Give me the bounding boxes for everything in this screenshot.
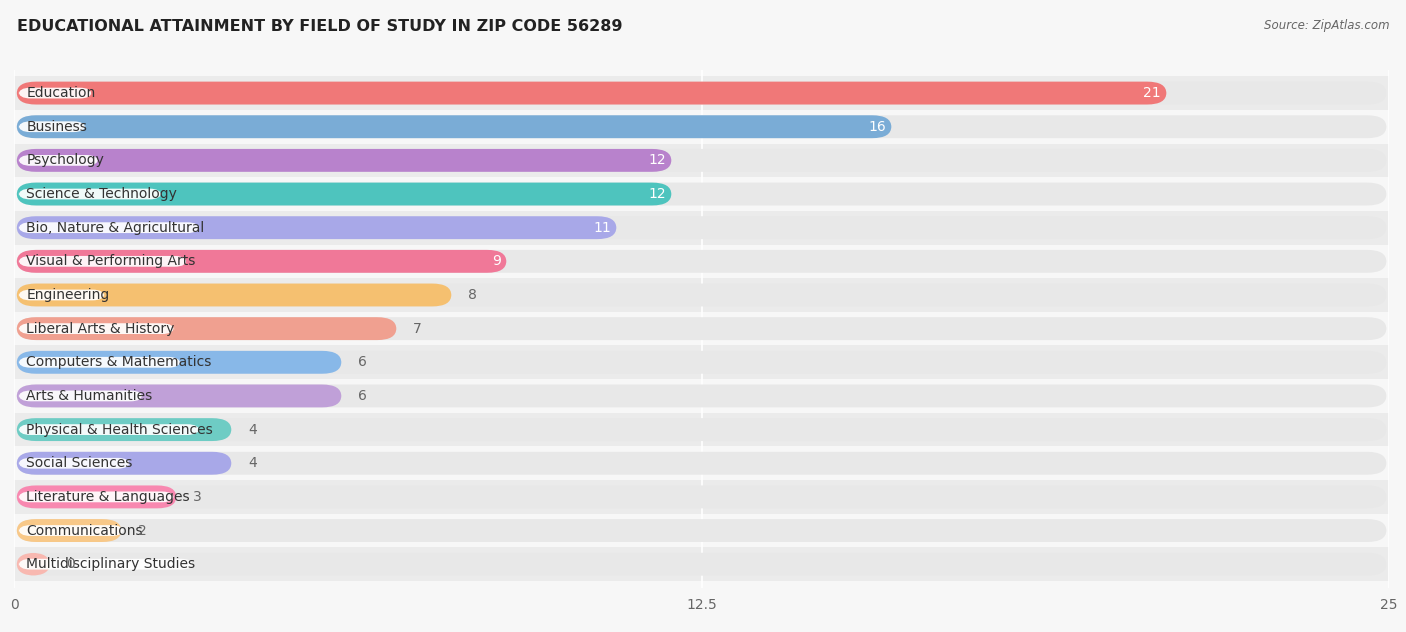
FancyBboxPatch shape [18, 289, 104, 300]
FancyBboxPatch shape [18, 391, 142, 401]
FancyBboxPatch shape [17, 183, 1386, 205]
Bar [14, 143, 1389, 177]
FancyBboxPatch shape [17, 149, 1386, 172]
FancyBboxPatch shape [18, 424, 200, 435]
Text: Arts & Humanities: Arts & Humanities [27, 389, 152, 403]
FancyBboxPatch shape [18, 492, 174, 502]
FancyBboxPatch shape [17, 216, 616, 239]
FancyBboxPatch shape [18, 155, 98, 166]
FancyBboxPatch shape [18, 458, 129, 469]
FancyBboxPatch shape [18, 357, 180, 368]
Text: 21: 21 [1143, 86, 1161, 100]
FancyBboxPatch shape [17, 250, 506, 273]
Bar [14, 76, 1389, 110]
FancyBboxPatch shape [17, 82, 1167, 104]
FancyBboxPatch shape [18, 256, 187, 267]
FancyBboxPatch shape [17, 519, 121, 542]
FancyBboxPatch shape [17, 250, 1386, 273]
FancyBboxPatch shape [17, 216, 1386, 239]
Bar [14, 379, 1389, 413]
FancyBboxPatch shape [17, 82, 1386, 104]
FancyBboxPatch shape [18, 121, 86, 132]
Bar [14, 547, 1389, 581]
Text: 7: 7 [413, 322, 422, 336]
FancyBboxPatch shape [17, 115, 891, 138]
FancyBboxPatch shape [17, 452, 232, 475]
Text: 2: 2 [138, 523, 146, 538]
Text: Communications: Communications [27, 523, 143, 538]
Text: 9: 9 [492, 254, 501, 269]
FancyBboxPatch shape [17, 485, 1386, 508]
FancyBboxPatch shape [17, 418, 232, 441]
FancyBboxPatch shape [18, 222, 200, 233]
Text: Multidisciplinary Studies: Multidisciplinary Studies [27, 557, 195, 571]
Text: Social Sciences: Social Sciences [27, 456, 132, 470]
FancyBboxPatch shape [17, 317, 396, 340]
Text: Bio, Nature & Agricultural: Bio, Nature & Agricultural [27, 221, 204, 234]
Text: 16: 16 [868, 119, 886, 134]
Text: Liberal Arts & History: Liberal Arts & History [27, 322, 174, 336]
Bar [14, 278, 1389, 312]
Bar [14, 177, 1389, 211]
FancyBboxPatch shape [17, 284, 1386, 307]
Text: Physical & Health Sciences: Physical & Health Sciences [27, 423, 212, 437]
Bar [14, 446, 1389, 480]
FancyBboxPatch shape [18, 88, 91, 99]
Text: 0: 0 [66, 557, 75, 571]
Text: 4: 4 [247, 423, 256, 437]
Text: EDUCATIONAL ATTAINMENT BY FIELD OF STUDY IN ZIP CODE 56289: EDUCATIONAL ATTAINMENT BY FIELD OF STUDY… [17, 19, 623, 34]
Text: Source: ZipAtlas.com: Source: ZipAtlas.com [1264, 19, 1389, 32]
Text: Psychology: Psychology [27, 154, 104, 167]
FancyBboxPatch shape [18, 188, 162, 200]
Text: Education: Education [27, 86, 96, 100]
Text: Engineering: Engineering [27, 288, 110, 302]
Text: Business: Business [27, 119, 87, 134]
FancyBboxPatch shape [18, 559, 193, 569]
Bar [14, 480, 1389, 514]
Bar [14, 110, 1389, 143]
FancyBboxPatch shape [17, 351, 1386, 374]
FancyBboxPatch shape [17, 183, 671, 205]
Bar [14, 245, 1389, 278]
Text: 11: 11 [593, 221, 610, 234]
FancyBboxPatch shape [17, 384, 342, 408]
Text: Literature & Languages: Literature & Languages [27, 490, 190, 504]
Text: 6: 6 [357, 389, 367, 403]
FancyBboxPatch shape [17, 519, 1386, 542]
Text: Visual & Performing Arts: Visual & Performing Arts [27, 254, 195, 269]
Text: Science & Technology: Science & Technology [27, 187, 177, 201]
Text: 12: 12 [648, 154, 666, 167]
Bar [14, 413, 1389, 446]
Bar [14, 211, 1389, 245]
FancyBboxPatch shape [17, 553, 49, 576]
FancyBboxPatch shape [18, 323, 174, 334]
FancyBboxPatch shape [17, 149, 671, 172]
FancyBboxPatch shape [17, 418, 1386, 441]
FancyBboxPatch shape [17, 553, 1386, 576]
FancyBboxPatch shape [17, 485, 176, 508]
FancyBboxPatch shape [17, 351, 342, 374]
FancyBboxPatch shape [17, 384, 1386, 408]
Bar [14, 346, 1389, 379]
Bar [14, 514, 1389, 547]
Text: 6: 6 [357, 355, 367, 369]
FancyBboxPatch shape [17, 115, 1386, 138]
Text: 3: 3 [193, 490, 201, 504]
Text: 8: 8 [468, 288, 477, 302]
Text: 4: 4 [247, 456, 256, 470]
Text: Computers & Mathematics: Computers & Mathematics [27, 355, 211, 369]
Bar [14, 312, 1389, 346]
FancyBboxPatch shape [17, 317, 1386, 340]
FancyBboxPatch shape [17, 452, 1386, 475]
FancyBboxPatch shape [18, 525, 124, 536]
FancyBboxPatch shape [17, 284, 451, 307]
Text: 12: 12 [648, 187, 666, 201]
